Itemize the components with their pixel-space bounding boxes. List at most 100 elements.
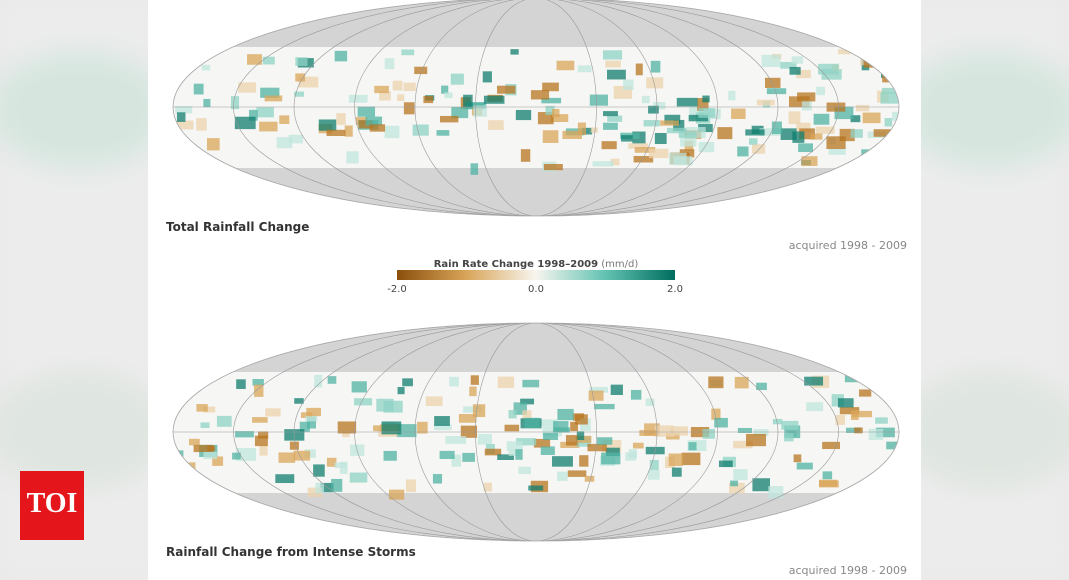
rain-cell xyxy=(433,424,452,431)
rain-cell xyxy=(230,96,240,110)
rain-cell xyxy=(643,120,660,127)
rain-cell xyxy=(381,421,402,435)
rain-cell xyxy=(784,433,794,442)
rain-cell xyxy=(688,114,709,122)
rain-cell xyxy=(680,134,697,147)
rain-cell xyxy=(602,50,623,60)
rain-cell xyxy=(543,163,563,171)
rain-cell xyxy=(256,107,274,118)
rain-cell xyxy=(175,106,193,114)
rain-cell xyxy=(839,407,860,415)
rain-cell xyxy=(334,462,347,468)
rain-cell xyxy=(868,428,884,441)
acquired-label: acquired 1998 - 2009 xyxy=(789,564,907,577)
rain-cell xyxy=(873,129,891,137)
rain-cell xyxy=(647,470,660,480)
rain-cell xyxy=(232,452,241,460)
rain-cell xyxy=(541,97,562,104)
rain-cell xyxy=(671,467,682,477)
rain-cell xyxy=(886,441,899,450)
rain-cell xyxy=(425,396,443,407)
rain-cell xyxy=(307,487,323,497)
rain-cell xyxy=(781,420,799,430)
rain-cell xyxy=(344,125,353,137)
rain-cell xyxy=(650,60,661,73)
rain-cell xyxy=(815,126,835,134)
rain-cell xyxy=(628,449,637,459)
rain-cell xyxy=(630,389,642,400)
rain-cell xyxy=(397,94,405,102)
rain-cell xyxy=(288,134,304,144)
rain-cell xyxy=(235,431,254,438)
rain-cell xyxy=(854,427,863,434)
rain-cell xyxy=(423,95,434,104)
rain-cell xyxy=(557,471,568,481)
rain-cell xyxy=(449,376,459,387)
rain-cell xyxy=(497,454,514,460)
rain-cell xyxy=(463,94,473,108)
rain-cell xyxy=(434,416,450,426)
rain-cell xyxy=(252,417,268,423)
rain-cell xyxy=(545,105,555,115)
rain-cell xyxy=(639,430,657,436)
rain-cell xyxy=(313,464,325,477)
rain-cell xyxy=(645,398,655,406)
rain-cell xyxy=(664,114,681,125)
rain-cell xyxy=(806,402,824,412)
rain-cell xyxy=(349,472,368,483)
rain-cell xyxy=(262,56,275,65)
rain-cell xyxy=(484,448,502,456)
rain-cell xyxy=(536,419,558,427)
rain-cell xyxy=(753,429,769,437)
rain-cell xyxy=(314,374,323,388)
rain-cell xyxy=(813,113,830,125)
rain-cell xyxy=(670,426,689,436)
rain-cell xyxy=(337,421,357,434)
rain-cell xyxy=(530,90,550,100)
rain-cell xyxy=(702,95,710,103)
rain-cell xyxy=(276,137,293,149)
rain-cell xyxy=(414,66,428,75)
rain-cell xyxy=(577,435,592,443)
rain-cell xyxy=(641,95,650,104)
rain-cell xyxy=(515,449,523,460)
rain-cell xyxy=(828,148,846,155)
rain-cell xyxy=(298,76,319,88)
rain-cell xyxy=(733,440,753,449)
rain-cell xyxy=(594,403,615,410)
rain-cell xyxy=(654,425,674,437)
rain-cell xyxy=(469,386,477,397)
rain-cell xyxy=(689,106,698,120)
rain-cell xyxy=(188,438,200,446)
rain-cell xyxy=(193,83,204,95)
rain-cell xyxy=(589,386,608,393)
colorbar-tick: 0.0 xyxy=(528,284,544,295)
rain-cell xyxy=(202,406,216,413)
rain-cell xyxy=(506,441,523,451)
meridian xyxy=(233,0,839,216)
rain-cell xyxy=(666,127,688,134)
rain-cell xyxy=(717,127,733,140)
rain-cell xyxy=(305,415,318,422)
rain-cell xyxy=(653,101,666,110)
rain-cell xyxy=(711,408,721,420)
rain-cell xyxy=(603,111,618,117)
rain-cell xyxy=(801,156,818,166)
rain-cell xyxy=(542,130,559,143)
rain-cell xyxy=(432,474,443,484)
rain-cell xyxy=(852,410,873,418)
rain-cell xyxy=(881,87,896,94)
rain-cell xyxy=(473,105,487,117)
rain-cell xyxy=(306,407,322,417)
rain-cell xyxy=(470,375,479,385)
rain-cell xyxy=(850,115,861,123)
rain-cell xyxy=(533,438,551,448)
rain-cell xyxy=(203,451,217,460)
rain-cell xyxy=(176,112,186,122)
rain-cell xyxy=(579,455,589,467)
rain-cell xyxy=(304,449,316,458)
rain-cell xyxy=(687,440,707,452)
rain-cell xyxy=(201,64,211,71)
rain-cell xyxy=(388,489,405,500)
